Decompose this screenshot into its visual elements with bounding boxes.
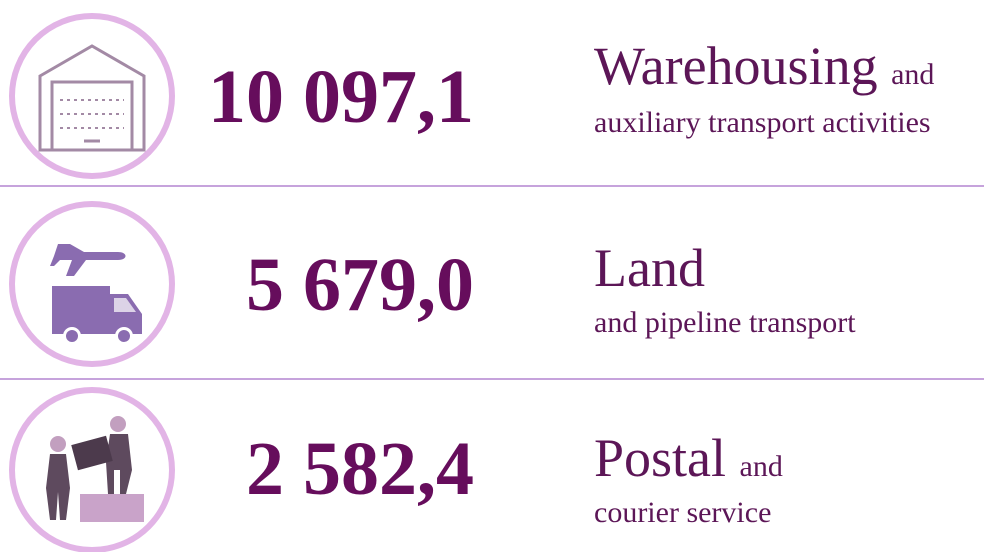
value: 10 097,1 <box>208 55 474 139</box>
value: 5 679,0 <box>246 243 474 327</box>
subtitle: courier service <box>594 496 771 529</box>
value: 2 582,4 <box>246 427 474 511</box>
row: 10 097,1 Warehousing and auxiliary trans… <box>208 36 934 139</box>
courier-icon <box>9 387 175 552</box>
title-main: Postal <box>594 428 726 488</box>
row: 2 582,4 Postal and courier service <box>246 427 783 529</box>
subtitle: and pipeline transport <box>594 306 856 339</box>
title: Land <box>594 238 705 298</box>
title-main: Warehousing <box>594 36 878 96</box>
title: Postal and <box>594 428 783 488</box>
row: 5 679,0 Land and pipeline transport <box>246 238 856 339</box>
warehouse-icon <box>9 13 175 179</box>
subtitle: auxiliary transport activities <box>594 106 931 139</box>
title: Warehousing and <box>594 36 934 96</box>
title-suffix: and <box>891 58 934 91</box>
title-suffix: and <box>740 450 783 483</box>
transport-icon <box>9 201 175 367</box>
